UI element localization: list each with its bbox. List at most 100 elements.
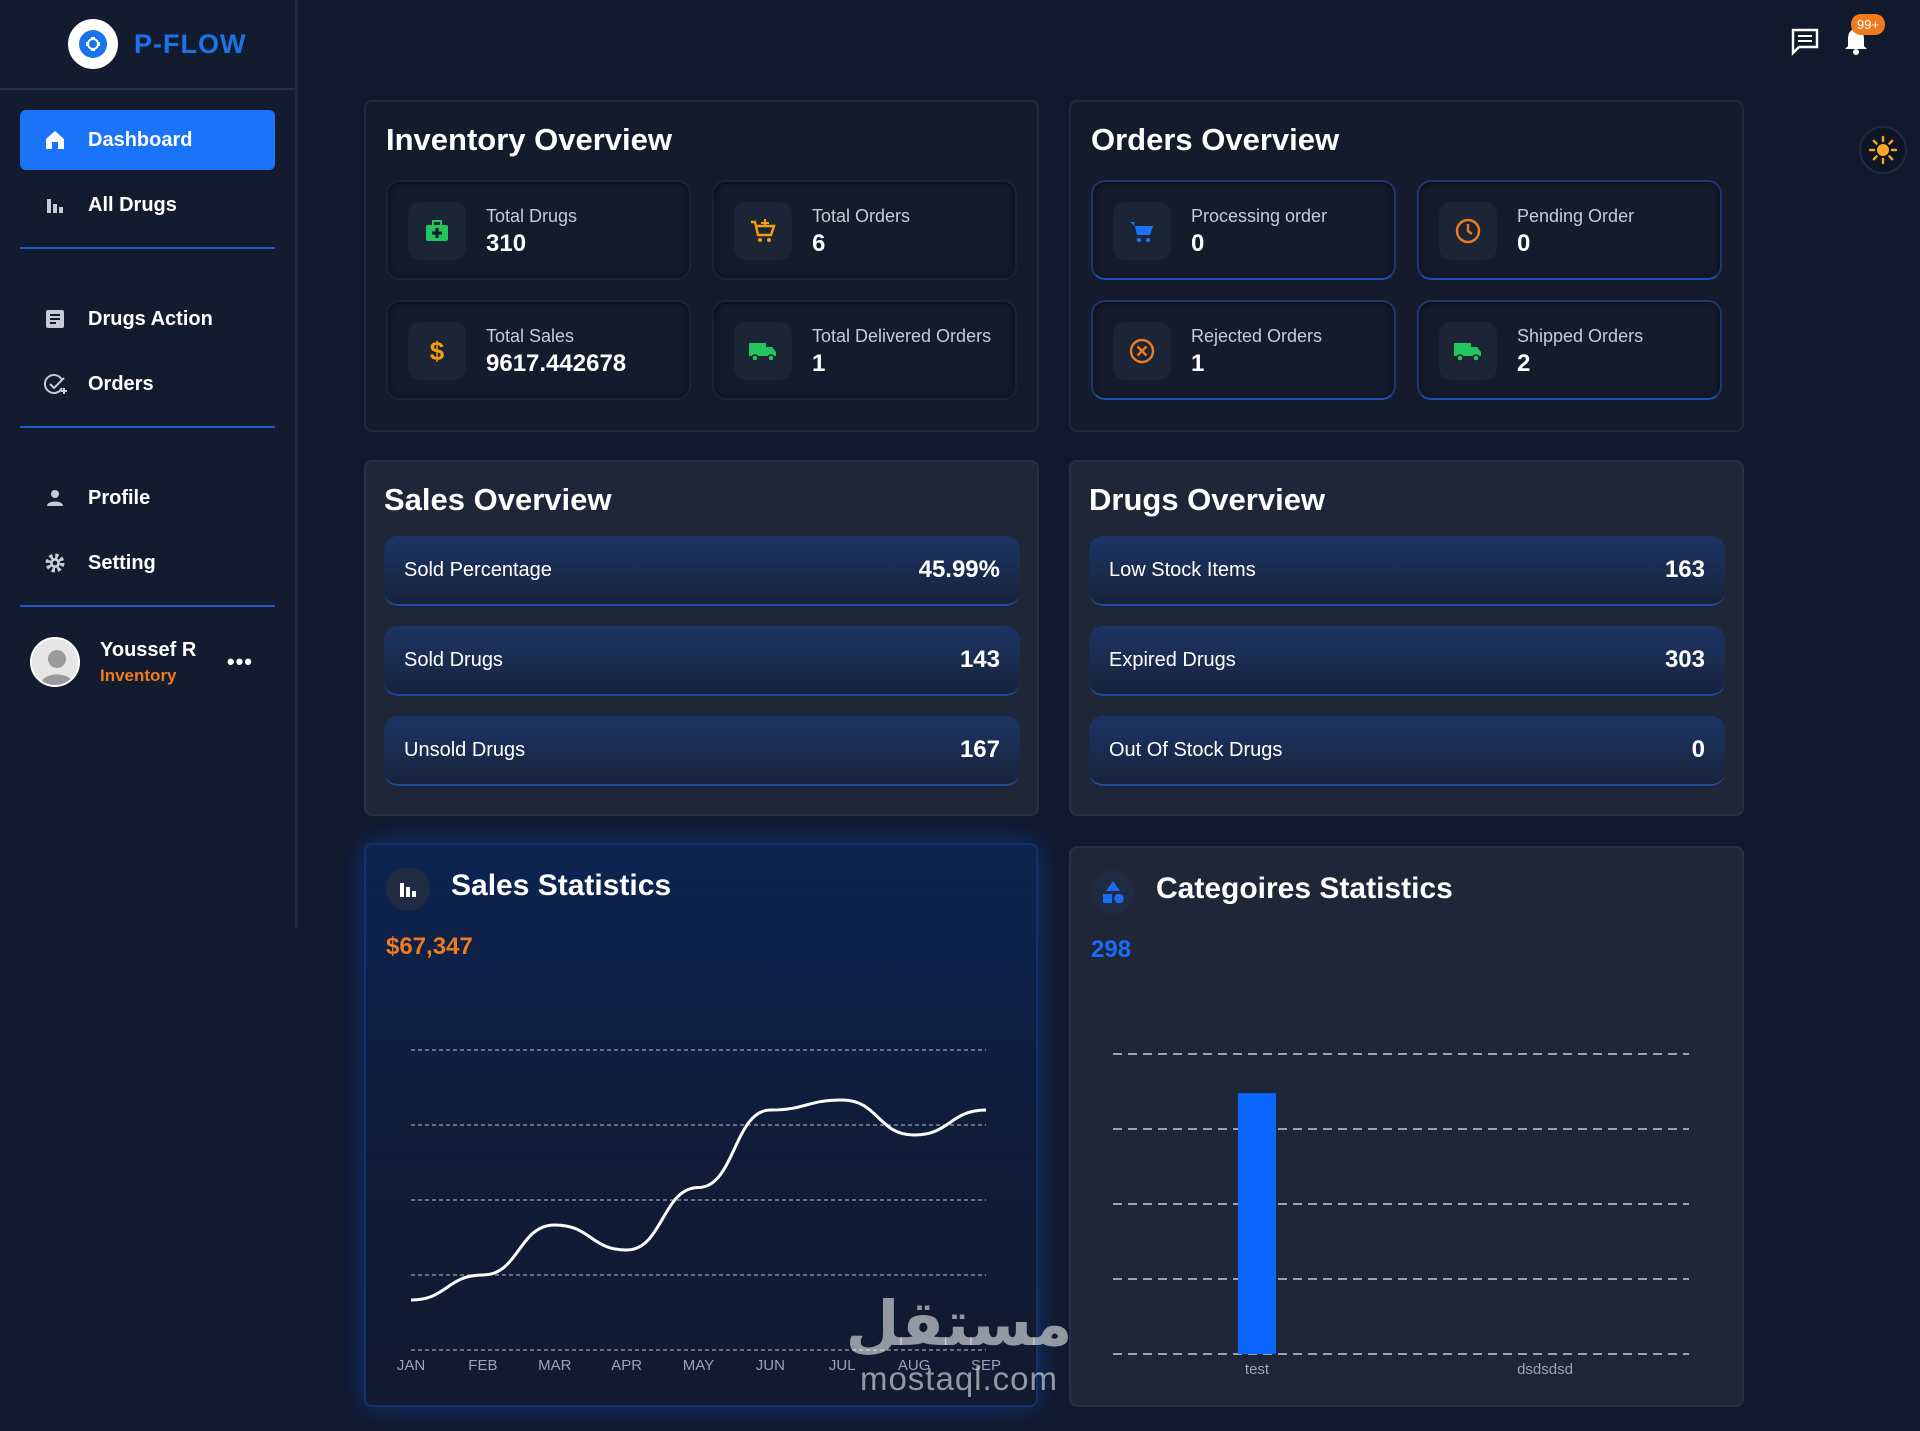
row-label: Unsold Drugs — [404, 738, 526, 761]
row-value: 143 — [959, 646, 1000, 673]
truck-icon — [1439, 322, 1497, 380]
stat-card-shipped-orders[interactable]: Shipped Orders 2 — [1417, 300, 1722, 400]
sales-series-line — [410, 1098, 987, 1302]
stat-card-total-delivered-orders[interactable]: Total Delivered Orders 1 — [712, 300, 1017, 400]
sidebar-item-label: Setting — [88, 551, 156, 574]
sales-row-unsold-drugs[interactable]: Unsold Drugs 167 — [384, 716, 1020, 786]
stat-value: 310 — [486, 230, 527, 257]
stat-label: Processing order — [1191, 206, 1328, 226]
panel-title: Inventory Overview — [386, 122, 673, 157]
row-value: 0 — [1691, 736, 1705, 763]
stat-card-total-drugs[interactable]: Total Drugs 310 — [386, 180, 691, 280]
drugs-row-out-of-stock[interactable]: Out Of Stock Drugs 0 — [1089, 716, 1725, 786]
stat-card-total-orders[interactable]: Total Orders 6 — [712, 180, 1017, 280]
user-name: Youssef R — [100, 638, 197, 661]
cart-plus-icon — [734, 202, 792, 260]
user-profile[interactable]: Youssef R Inventory ••• — [20, 607, 275, 687]
sun-icon — [1868, 135, 1898, 165]
stat-card-pending-order[interactable]: Pending Order 0 — [1417, 180, 1722, 280]
stat-label: Shipped Orders — [1517, 326, 1644, 346]
x-tick-label: dsdsdsd — [1517, 1361, 1573, 1378]
bar-chart-icon — [386, 867, 430, 911]
stat-value: 1 — [1191, 350, 1205, 377]
stat-value: 9617.442678 — [486, 350, 627, 377]
x-tick-label: MAR — [538, 1357, 572, 1374]
row-label: Expired Drugs — [1109, 648, 1236, 671]
x-tick-label: JAN — [397, 1357, 425, 1374]
sidebar-item-drugs-action[interactable]: Drugs Action — [20, 289, 275, 349]
gear-icon — [42, 550, 68, 576]
divider — [20, 247, 275, 249]
drugs-row-low-stock[interactable]: Low Stock Items 163 — [1089, 536, 1725, 606]
categories-total: 298 — [1091, 936, 1132, 963]
orders-overview-panel: Orders Overview Processing order 0 Pendi… — [1069, 100, 1744, 432]
chat-icon[interactable] — [1790, 26, 1820, 56]
clock-icon — [1439, 202, 1497, 260]
row-value: 167 — [959, 736, 1000, 763]
person-icon — [42, 485, 68, 511]
sidebar: P-FLOW Dashboard All Drugs Drugs Action — [0, 0, 298, 928]
sidebar-nav: Dashboard All Drugs Drugs Action Orders — [0, 90, 295, 687]
dollar-icon: $ — [408, 322, 466, 380]
stat-label: Total Delivered Orders — [812, 326, 992, 346]
logo-icon — [68, 19, 118, 69]
medkit-icon — [408, 202, 466, 260]
panel-title: Orders Overview — [1091, 122, 1340, 157]
stat-value: 2 — [1517, 350, 1531, 377]
theme-toggle-button[interactable] — [1859, 126, 1907, 174]
x-tick-label: test — [1245, 1361, 1270, 1378]
panel-title: Sales Overview — [384, 482, 612, 517]
chart-title: Categoires Statistics — [1156, 872, 1453, 905]
stat-card-processing-order[interactable]: Processing order 0 — [1091, 180, 1396, 280]
sidebar-item-profile[interactable]: Profile — [20, 468, 275, 528]
sales-row-sold-drugs[interactable]: Sold Drugs 143 — [384, 626, 1020, 696]
logo[interactable]: P-FLOW — [0, 0, 295, 90]
sidebar-item-orders[interactable]: Orders — [20, 354, 275, 414]
cart-icon — [1113, 202, 1171, 260]
sidebar-item-label: Orders — [88, 372, 154, 395]
bar-chart-icon — [42, 192, 68, 218]
drugs-row-expired[interactable]: Expired Drugs 303 — [1089, 626, 1725, 696]
panel-title: Drugs Overview — [1089, 482, 1326, 517]
row-value: 163 — [1664, 556, 1705, 583]
sidebar-item-label: Profile — [88, 486, 151, 509]
row-label: Sold Drugs — [404, 648, 503, 671]
sidebar-item-dashboard[interactable]: Dashboard — [20, 110, 275, 170]
x-tick-label: SEP — [971, 1357, 1001, 1374]
truck-icon — [734, 322, 792, 380]
shapes-icon — [1091, 870, 1135, 914]
category-bar — [1238, 1093, 1276, 1354]
watermark-latin: mostaql.com — [859, 1360, 1059, 1397]
sidebar-item-all-drugs[interactable]: All Drugs — [20, 175, 275, 235]
sidebar-item-setting[interactable]: Setting — [20, 533, 275, 593]
stat-value: 0 — [1191, 230, 1205, 257]
row-label: Out Of Stock Drugs — [1109, 738, 1283, 761]
chart-title: Sales Statistics — [451, 869, 672, 902]
stat-value: 6 — [812, 230, 826, 257]
more-options-icon[interactable]: ••• — [226, 649, 253, 674]
brand-name: P-FLOW — [134, 28, 247, 59]
user-role: Inventory — [100, 665, 177, 685]
divider — [20, 605, 275, 607]
x-tick-label: JUN — [756, 1357, 785, 1374]
watermark: مستقل mostaql.com — [844, 1290, 1074, 1398]
x-tick-label: JUL — [829, 1357, 856, 1374]
sales-overview-panel: Sales Overview Sold Percentage 45.99% So… — [364, 460, 1039, 816]
row-value: 45.99% — [918, 556, 1000, 583]
sales-row-sold-percentage[interactable]: Sold Percentage 45.99% — [384, 536, 1020, 606]
x-circle-icon — [1113, 322, 1171, 380]
x-tick-label: MAY — [683, 1357, 714, 1374]
divider — [20, 426, 275, 428]
sidebar-item-label: All Drugs — [88, 193, 177, 216]
stat-value: 1 — [812, 350, 826, 377]
stat-label: Total Drugs — [486, 206, 578, 226]
sales-statistics-panel: Sales Statistics $67,347 JAN FEB MAR APR MAY… — [364, 843, 1038, 1407]
inventory-overview-panel: Inventory Overview Total Drugs 310 Total… — [364, 100, 1039, 432]
stat-card-total-sales[interactable]: $ Total Sales 9617.442678 — [386, 300, 691, 400]
document-icon — [42, 306, 68, 332]
row-label: Sold Percentage — [404, 558, 552, 581]
sidebar-item-label: Drugs Action — [88, 307, 213, 330]
stat-card-rejected-orders[interactable]: Rejected Orders 1 — [1091, 300, 1396, 400]
sales-line-chart: JAN FEB MAR APR MAY JUN JUL AUG SEP — [397, 1049, 1001, 1374]
drugs-overview-panel: Drugs Overview Low Stock Items 163 Expir… — [1069, 460, 1744, 816]
